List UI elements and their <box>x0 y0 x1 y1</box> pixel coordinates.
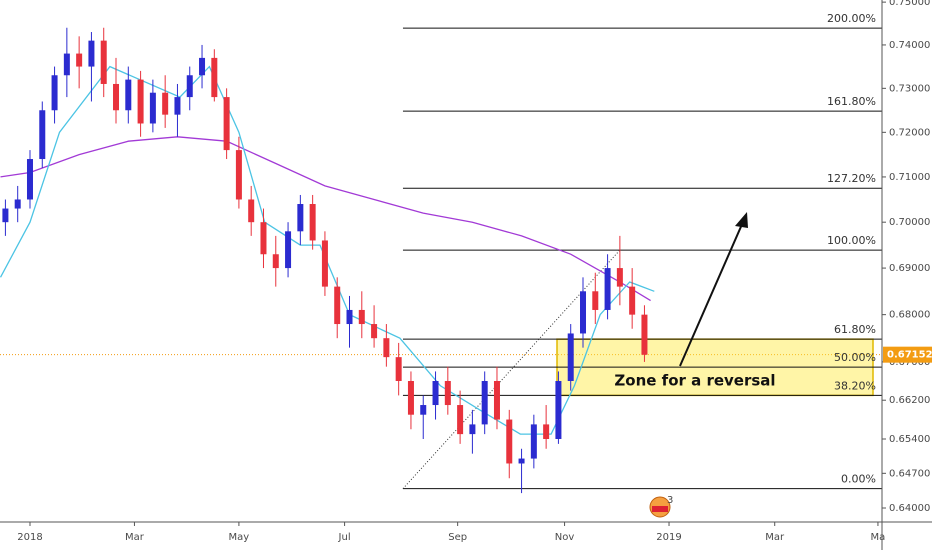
fib-label: 127.20% <box>827 172 876 185</box>
fib-label: 50.00% <box>834 351 876 364</box>
fib-label: 100.00% <box>827 234 876 247</box>
candle-body <box>383 338 390 358</box>
x-tick-label: 2019 <box>656 532 681 543</box>
candle-body <box>358 309 365 325</box>
candle-body <box>309 204 316 241</box>
candle-body <box>346 309 353 325</box>
candle-body <box>420 405 427 415</box>
candle-body <box>407 380 414 415</box>
candle-body <box>641 314 648 355</box>
y-tick-label: 0.64000 <box>889 503 930 514</box>
y-tick-label: 0.75000 <box>889 0 930 8</box>
candle-body <box>272 254 279 269</box>
candle-body <box>481 380 488 425</box>
candle-body <box>493 380 500 420</box>
x-tick-label: Sep <box>448 532 467 543</box>
y-tick-label: 0.70000 <box>889 217 930 228</box>
candle-body <box>149 92 156 124</box>
moving-average <box>0 65 655 435</box>
candle-body <box>51 75 58 111</box>
y-tick-label: 0.69000 <box>889 263 930 274</box>
y-tick-label: 0.65400 <box>889 434 930 445</box>
fib-label: 200.00% <box>827 12 876 25</box>
candle-body <box>174 97 181 115</box>
candle-body <box>371 324 378 339</box>
arrow-shaft <box>679 221 744 367</box>
candle-body <box>297 204 304 232</box>
x-tick-label: 2018 <box>17 532 42 543</box>
candle-body <box>518 458 525 464</box>
candle-body <box>162 92 169 115</box>
candle-body <box>616 268 623 287</box>
candle-body <box>76 53 83 67</box>
moving-average <box>0 136 651 302</box>
candle-body <box>334 286 341 325</box>
x-tick-label: Mar <box>125 532 145 543</box>
candle-body <box>88 40 95 67</box>
x-tick-label: Ma <box>871 532 886 543</box>
badge-count: 3 <box>667 495 673 506</box>
y-tick-label: 0.64700 <box>889 468 930 479</box>
candle-body <box>260 222 267 255</box>
x-tick-label: Jul <box>338 532 351 543</box>
x-tick-label: Mar <box>765 532 785 543</box>
x-tick-label: May <box>229 532 250 543</box>
candle-body <box>444 380 451 406</box>
candle-body <box>223 97 230 151</box>
candle-body <box>604 268 611 310</box>
y-tick-label: 0.74000 <box>889 40 930 51</box>
candle-body <box>321 240 328 287</box>
candle-body <box>580 291 587 334</box>
fib-label: 61.80% <box>834 323 876 336</box>
candle-body <box>125 79 132 111</box>
x-tick-label: Nov <box>555 532 575 543</box>
y-tick-label: 0.66200 <box>889 395 930 406</box>
last-price-label: 0.67152 <box>887 350 932 361</box>
fib-label: 0.00% <box>841 473 876 486</box>
candle-body <box>555 380 562 439</box>
fib-label: 161.80% <box>827 95 876 108</box>
event-badge: 3 <box>649 495 673 518</box>
candle-body <box>39 110 46 160</box>
candle-body <box>100 40 107 84</box>
candle-body <box>432 380 439 406</box>
y-tick-label: 0.73000 <box>889 83 930 94</box>
candle-body <box>395 357 402 381</box>
candle-body <box>137 79 144 124</box>
last-price-tag <box>883 346 932 363</box>
candle-body <box>63 53 70 76</box>
candle-body <box>211 57 218 98</box>
plot-area: 0.00% 38.20% 50.00% 61.80% 100.00% 127.20% 161… <box>0 12 882 494</box>
candle-body <box>26 159 33 200</box>
candle-body <box>543 424 550 439</box>
y-tick-label: 0.68000 <box>889 310 930 321</box>
candle-body <box>2 208 9 223</box>
candle-body <box>248 199 255 223</box>
candle-body <box>186 75 193 98</box>
candle-body <box>285 231 292 269</box>
candle-body <box>457 405 464 435</box>
candle-body <box>530 424 537 459</box>
badge-flag <box>652 506 668 512</box>
candle-body <box>469 424 476 435</box>
y-tick-label: 0.71000 <box>889 172 930 183</box>
candle-body <box>629 286 636 315</box>
candle-body <box>113 83 120 111</box>
candle-body <box>235 150 242 200</box>
y-tick-label: 0.72000 <box>889 127 930 138</box>
candle-body <box>506 419 513 464</box>
arrow-head <box>735 212 748 228</box>
candle-body <box>567 333 574 381</box>
fib-label: 38.20% <box>834 379 876 392</box>
zone-label: Zone for a reversal <box>614 372 775 390</box>
candle-body <box>592 291 599 310</box>
candle-body <box>199 57 206 76</box>
candle-body <box>14 199 21 209</box>
